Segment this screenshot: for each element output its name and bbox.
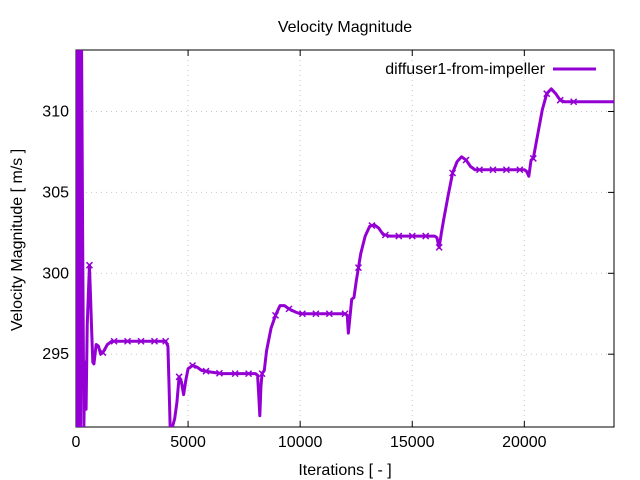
series-line — [76, 50, 614, 427]
y-tick-label: 310 — [42, 103, 69, 120]
series-marker — [395, 232, 403, 240]
series-marker — [556, 96, 564, 104]
legend-label: diffuser1-from-impeller — [385, 61, 545, 78]
series-marker — [489, 166, 497, 174]
chart-title: Velocity Magnitude — [278, 19, 412, 36]
series-marker — [124, 337, 132, 345]
series-marker — [341, 310, 349, 318]
series-marker — [516, 166, 524, 174]
series-marker — [312, 310, 320, 318]
x-tick-label: 10000 — [278, 434, 323, 451]
series-marker — [271, 311, 280, 319]
series-marker — [258, 370, 266, 378]
series-marker — [189, 361, 197, 370]
series-marker — [150, 337, 158, 345]
legend: diffuser1-from-impeller — [385, 61, 596, 78]
series-marker — [202, 367, 210, 375]
series-marker — [408, 232, 416, 240]
series-marker — [99, 349, 107, 357]
series-marker — [137, 337, 145, 345]
y-tick-label: 295 — [42, 346, 69, 363]
series-marker — [529, 154, 537, 162]
series-marker — [435, 243, 443, 251]
series-layer — [76, 50, 614, 427]
series-marker — [543, 90, 551, 98]
series-marker — [502, 166, 510, 174]
series-marker — [449, 169, 457, 177]
x-tick-label: 15000 — [390, 434, 435, 451]
series-marker — [325, 310, 333, 318]
x-axis-label: Iterations [ - ] — [298, 462, 391, 479]
series-marker — [110, 337, 118, 345]
series-marker — [475, 166, 484, 174]
series-marker — [245, 370, 253, 378]
axes: 295 300 305 310 0 5000 10000 15000 20000 — [42, 49, 615, 451]
series-marker — [298, 310, 306, 318]
series-marker — [285, 305, 293, 313]
series-marker — [215, 369, 223, 377]
y-axis-label: Velocity Magnitude [ m/s ] — [9, 149, 26, 331]
series-marker — [85, 261, 93, 269]
series-marker — [462, 156, 470, 164]
plot-frame — [75, 49, 615, 428]
x-tick-label: 5000 — [170, 434, 206, 451]
series-marker — [354, 264, 362, 272]
x-tick-label: 20000 — [502, 434, 547, 451]
x-tick-label: 0 — [72, 434, 81, 451]
y-tick-label: 300 — [42, 265, 69, 282]
series-marker — [231, 370, 239, 378]
series-marker — [381, 231, 389, 239]
series-marker — [368, 222, 376, 230]
grid — [76, 50, 614, 427]
y-tick-label: 305 — [42, 184, 69, 201]
series-marker — [175, 373, 183, 381]
series-marker — [422, 232, 430, 240]
series-marker — [570, 98, 578, 106]
series-marker — [162, 337, 170, 345]
